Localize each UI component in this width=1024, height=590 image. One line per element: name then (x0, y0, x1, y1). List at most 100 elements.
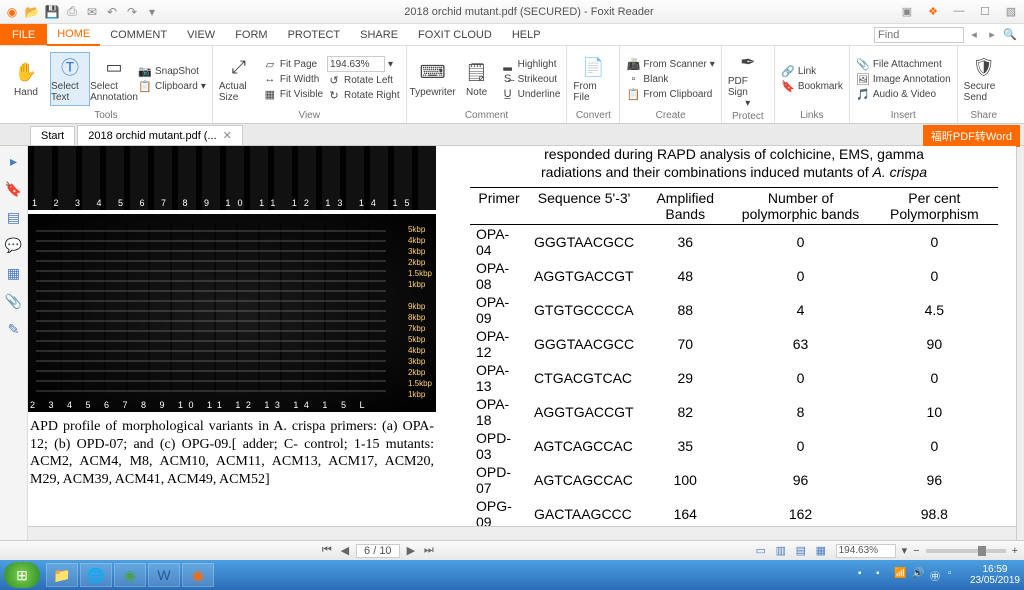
menu-home[interactable]: HOME (47, 24, 100, 46)
print-icon[interactable]: ⎙ (64, 4, 80, 20)
layers-panel-icon[interactable]: ▦ (5, 264, 23, 282)
fit-page-btn[interactable]: ▱Fit Page (263, 57, 323, 71)
zoom-in-icon[interactable]: + (1012, 545, 1018, 557)
menu-foxitcloud[interactable]: FOXIT CLOUD (408, 25, 502, 45)
view-mode-2-icon[interactable]: ▥ (776, 544, 790, 558)
minimize-icon[interactable]: — (950, 5, 968, 18)
find-next-icon[interactable]: ▸ (984, 27, 1000, 43)
bookmarks-panel-icon[interactable]: 🔖 (5, 180, 23, 198)
primer-table: PrimerSequence 5'-3'Amplified BandsNumbe… (470, 187, 998, 540)
from-file-btn[interactable]: 📄From File (573, 53, 613, 105)
email-icon[interactable]: ✉ (84, 4, 100, 20)
vertical-scrollbar[interactable] (1016, 146, 1024, 540)
secure-send-btn[interactable]: 🛡Secure Send (964, 53, 1004, 105)
hand-tool[interactable]: ✋Hand (6, 59, 46, 100)
taskbar-wechat-icon[interactable]: ◉ (114, 563, 146, 587)
menu-comment[interactable]: COMMENT (100, 25, 177, 45)
note-btn[interactable]: 🗒Note (457, 59, 497, 100)
view-mode-1-icon[interactable]: ▭ (756, 544, 770, 558)
system-tray: ▪ ▪ 📶 🔊 ㊥ ▫ 16:5923/05/2019 (858, 564, 1020, 586)
highlight-btn[interactable]: ▂Highlight (501, 57, 561, 71)
file-menu[interactable]: FILE (0, 24, 47, 45)
close-icon[interactable]: ▧ (1002, 5, 1020, 18)
attachments-panel-icon[interactable]: 📎 (5, 292, 23, 310)
maximize-icon[interactable]: ☐ (976, 5, 994, 18)
qat-dropdown-icon[interactable]: ▾ (144, 4, 160, 20)
prev-page-icon[interactable]: ◀ (338, 544, 352, 557)
horizontal-scrollbar[interactable] (28, 526, 1016, 540)
file-attachment-btn[interactable]: 📎File Attachment (856, 57, 951, 71)
menu-share[interactable]: SHARE (350, 25, 408, 45)
view-mode-3-icon[interactable]: ▤ (796, 544, 810, 558)
select-text-tool[interactable]: ⓉSelect Text (50, 52, 90, 106)
snapshot-btn[interactable]: 📷SnapShot (138, 65, 206, 79)
signatures-panel-icon[interactable]: ✎ (5, 320, 23, 338)
menu-view[interactable]: VIEW (177, 25, 225, 45)
zoom-combo[interactable]: 194.63% (327, 56, 385, 72)
select-annotation-tool[interactable]: ▭Select Annotation (94, 53, 134, 105)
redo-icon[interactable]: ↷ (124, 4, 140, 20)
taskbar-word-icon[interactable]: W (148, 563, 180, 587)
tray-network-icon[interactable]: 📶 (894, 568, 908, 582)
menu-help[interactable]: HELP (502, 25, 551, 45)
strikeout-btn[interactable]: S̶Strikeout (501, 72, 561, 86)
zoom-slider[interactable] (926, 549, 1006, 553)
tab-close-icon[interactable]: ✕ (223, 129, 232, 142)
find-input[interactable] (874, 27, 964, 43)
rotate-left-btn[interactable]: ↺Rotate Left (327, 73, 400, 87)
taskbar-clock[interactable]: 16:5923/05/2019 (970, 564, 1020, 586)
link-btn[interactable]: 🔗Link (781, 65, 843, 79)
from-clipboard-btn[interactable]: 📋From Clipboard (626, 87, 714, 101)
view-mode-4-icon[interactable]: ▦ (816, 544, 830, 558)
clipboard-icon: 📋 (138, 80, 152, 94)
pdf-to-word-button[interactable]: 福昕PDF转Word (923, 125, 1020, 147)
fit-width-btn[interactable]: ↔Fit Width (263, 72, 323, 86)
gel-image-b: 5kbp4kbp3kbp2kbp1.5kbp1kbp 9kbp8kbp7kbp5… (28, 214, 436, 412)
zoom-out-icon[interactable]: − (913, 545, 919, 557)
taskbar-foxit-icon[interactable]: ◉ (182, 563, 214, 587)
tray-lang-icon[interactable]: ㊥ (930, 568, 944, 582)
tray-flag-icon[interactable]: ▫ (948, 568, 962, 582)
ribbon-toggle-icon[interactable]: ▣ (898, 5, 916, 18)
next-page-icon[interactable]: ▶ (404, 544, 418, 557)
typewriter-btn[interactable]: ⌨Typewriter (413, 59, 453, 100)
rotate-right-btn[interactable]: ↻Rotate Right (327, 88, 400, 102)
menu-protect[interactable]: PROTECT (278, 25, 351, 45)
first-page-icon[interactable]: ⏮ (320, 544, 334, 557)
last-page-icon[interactable]: ⏭ (422, 544, 436, 557)
fit-visible-btn[interactable]: ▦Fit Visible (263, 87, 323, 101)
comments-panel-icon[interactable]: 💬 (5, 236, 23, 254)
menu-form[interactable]: FORM (225, 25, 277, 45)
blank-btn[interactable]: ▫Blank (626, 72, 714, 86)
from-scanner-btn[interactable]: 📠From Scanner ▾ (626, 57, 714, 71)
bookmark-btn[interactable]: 🔖Bookmark (781, 80, 843, 94)
sign-icon: ✒ (736, 50, 760, 74)
underline-btn[interactable]: U̲Underline (501, 87, 561, 101)
start-button[interactable]: ⊞ (4, 562, 40, 588)
group-insert: 📎File Attachment 🖼Image Annotation 🎵Audi… (850, 46, 958, 123)
tray-icon[interactable]: ▪ (876, 568, 890, 582)
pages-panel-icon[interactable]: ▤ (5, 208, 23, 226)
tray-volume-icon[interactable]: 🔊 (912, 568, 926, 582)
open-icon[interactable]: 📂 (24, 4, 40, 20)
clipboard-btn[interactable]: 📋Clipboard ▾ (138, 80, 206, 94)
taskbar-explorer-icon[interactable]: 📁 (46, 563, 78, 587)
save-icon[interactable]: 💾 (44, 4, 60, 20)
audio-video-btn[interactable]: 🎵Audio & Video (856, 87, 951, 101)
actual-size-btn[interactable]: ⤢Actual Size (219, 53, 259, 105)
find-prev-icon[interactable]: ◂ (966, 27, 982, 43)
taskbar-chrome-icon[interactable]: 🌐 (80, 563, 112, 587)
document-viewport[interactable]: 1 2 3 4 5 6 7 8 9 10 11 12 13 14 15 5kbp… (28, 146, 1016, 540)
tray-icon[interactable]: ▪ (858, 568, 872, 582)
page-number-box[interactable]: 6 / 10 (356, 544, 400, 558)
tab-start[interactable]: Start (30, 126, 75, 145)
undo-icon[interactable]: ↶ (104, 4, 120, 20)
help-icon[interactable]: ❖ (924, 5, 942, 18)
expand-icon[interactable]: ▸ (5, 152, 23, 170)
pdf-sign-btn[interactable]: ✒PDF Sign▾ (728, 48, 768, 111)
zoom-status[interactable]: 194.63% (836, 544, 896, 558)
hand-icon: ✋ (14, 61, 38, 85)
tab-document[interactable]: 2018 orchid mutant.pdf (...✕ (77, 125, 243, 145)
image-annotation-btn[interactable]: 🖼Image Annotation (856, 72, 951, 86)
search-icon[interactable]: 🔍 (1002, 27, 1018, 43)
